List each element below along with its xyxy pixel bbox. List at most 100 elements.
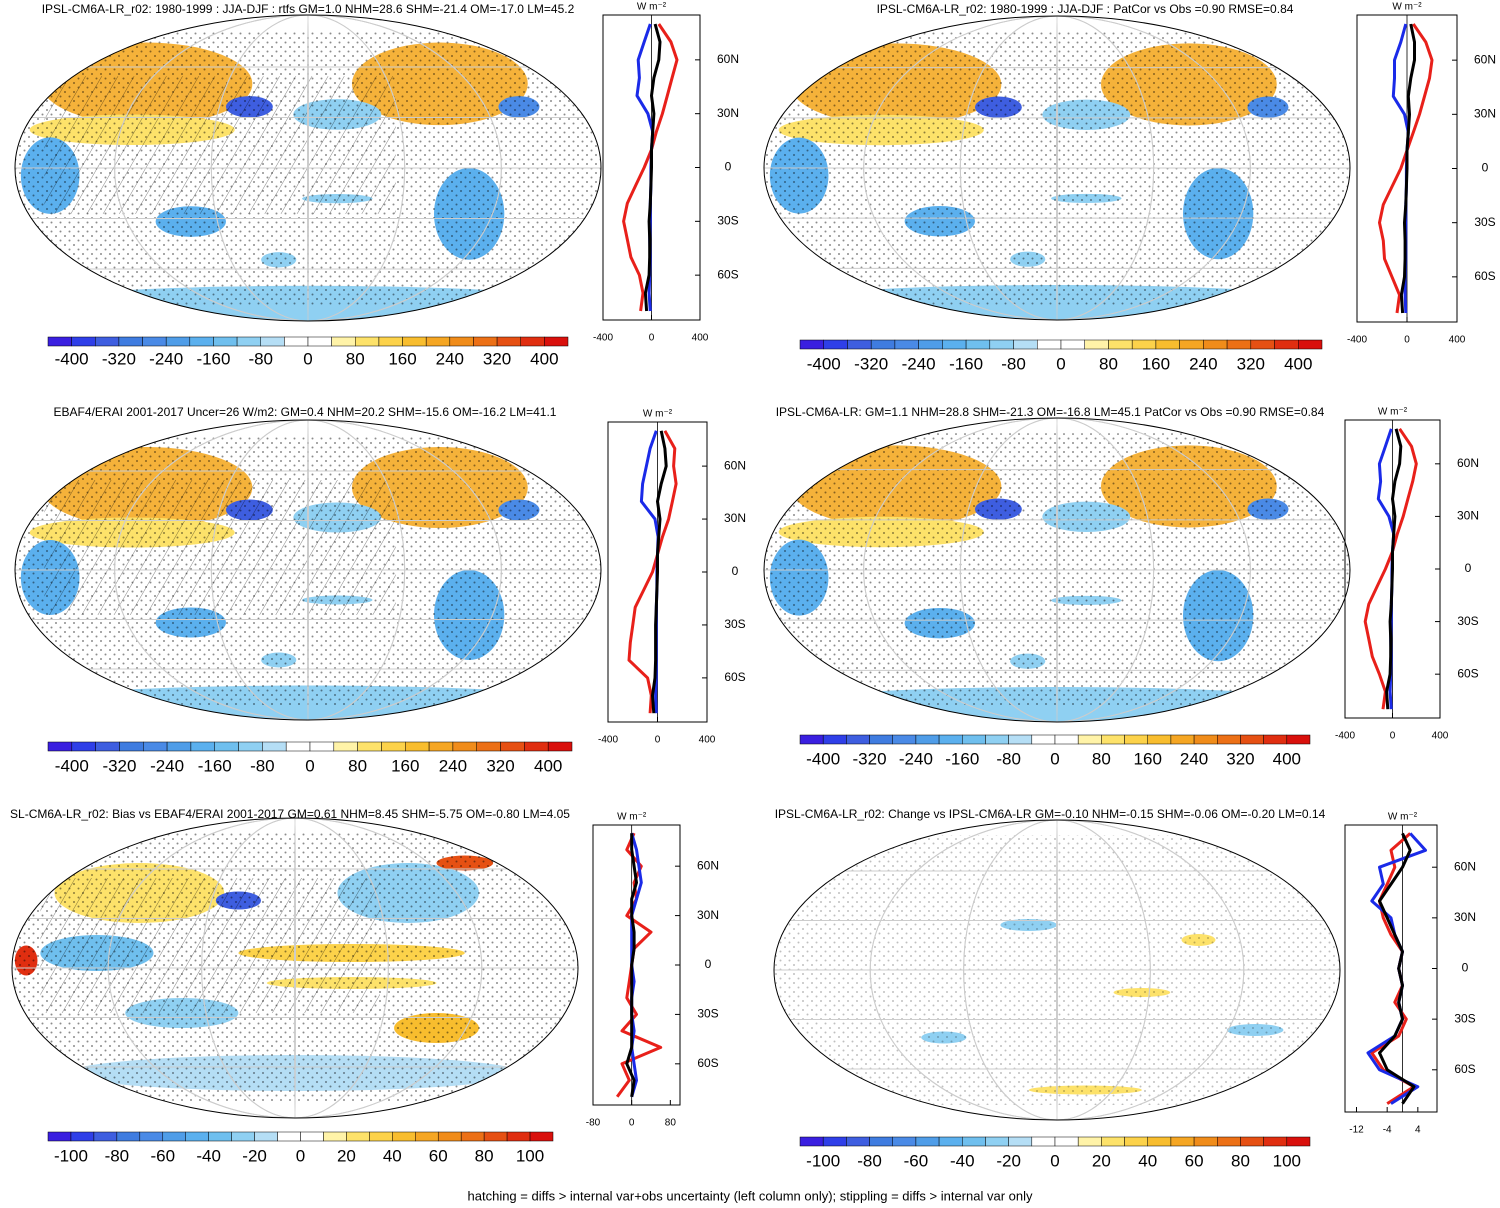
colorbar-swatch [823,339,848,350]
colorbar-label: -400 [807,354,841,373]
x-axis-label: W m⁻² [1378,407,1408,418]
colorbar-label: 80 [1099,354,1118,373]
colorbar-swatch [369,1131,393,1142]
y-tick-label: 30N [717,106,739,120]
colorbar-swatch [1124,734,1148,745]
x-tick-label: 80 [665,1118,677,1129]
colorbar-label: -320 [854,354,888,373]
panel-title: IPSL-CM6A-LR_r02: 1980-1999 : JJA-DJF : … [877,2,1294,16]
x-tick-label: -4 [1383,1125,1392,1136]
colorbar-label: 40 [383,1146,402,1165]
x-tick-label: 400 [1432,731,1449,742]
colorbar-swatch [1147,1136,1172,1147]
y-tick-label: 30S [1454,1011,1475,1025]
colorbar-swatch [1250,339,1275,350]
colorbar-swatch [357,741,382,752]
colorbar-label: -20 [242,1146,267,1165]
colorbar-label: -60 [904,1151,929,1170]
colorbar-swatch [323,1131,347,1142]
colorbar-label: -400 [55,349,89,368]
colorbar-swatch [166,741,192,752]
graticule [863,16,1251,320]
colorbar-swatch [1124,1136,1148,1147]
graticule [1056,16,1058,320]
y-tick-label: 0 [732,564,739,578]
colorbar-swatch [938,734,963,745]
zonal-mean-line [1378,832,1416,1105]
colorbar-label: 0 [305,756,314,775]
colorbar-swatch [822,734,847,745]
colorbar-swatch [1240,1136,1264,1147]
colorbar-label: -320 [102,756,136,775]
colorbar-swatch [1131,339,1157,350]
zonal-mean-line [1385,428,1403,710]
colorbar-label: -240 [902,354,936,373]
colorbar-label: 400 [1273,749,1301,768]
colorbar-swatch [47,336,72,347]
colorbar-swatch [1179,339,1204,350]
y-tick-label: 60N [724,458,746,472]
colorbar-label: -80 [1001,354,1026,373]
colorbar-swatch [190,741,215,752]
colorbar-swatch [892,1136,917,1147]
map [15,15,601,321]
colorbar-label: 20 [337,1146,356,1165]
colorbar-swatch [346,1131,370,1142]
map [774,820,1340,1120]
colorbar-label: -80 [250,756,275,775]
graticule [959,418,1155,722]
graticule [869,820,1245,1120]
colorbar-label: 240 [439,756,467,775]
colorbar-swatch [799,734,824,745]
colorbar-swatch [915,1136,940,1147]
map-outline [763,15,1351,321]
colorbar-swatch [1298,339,1323,350]
colorbar-label: -40 [196,1146,221,1165]
colorbar-label: 400 [1284,354,1312,373]
colorbar-label: -80 [996,749,1021,768]
map [15,420,601,720]
colorbar-swatch [1084,339,1109,350]
map-outline [11,817,579,1119]
zonal-mean-line [651,430,668,714]
colorbar-swatch [520,336,545,347]
colorbar-swatch [95,336,120,347]
colorbar-label: -160 [949,354,983,373]
x-tick-label: 0 [629,1118,635,1129]
x-tick-label: 0 [1404,335,1410,346]
colorbar-swatch [524,741,549,752]
colorbar-swatch [231,1131,255,1142]
colorbar-label: 240 [1180,749,1208,768]
x-axis-label: W m⁻² [1392,2,1422,13]
colorbar-swatch [189,336,214,347]
x-axis-label: W m⁻² [637,2,667,13]
y-tick-label: 30N [1457,509,1479,523]
colorbar-swatch [95,741,120,752]
y-tick-label: 30S [1457,614,1478,628]
colorbar-swatch [473,336,498,347]
colorbar-label: 80 [348,756,367,775]
colorbar-label: 240 [436,349,464,368]
colorbar-label: 80 [1092,749,1111,768]
colorbar-label: -100 [806,1151,840,1170]
colorbar-swatch [989,339,1014,350]
colorbar-label: 100 [516,1146,544,1165]
y-tick-label: 60N [1457,456,1479,470]
colorbar-label: 320 [1226,749,1254,768]
colorbar-swatch [452,741,477,752]
colorbar-label: 80 [475,1146,494,1165]
colorbar-swatch [116,1131,141,1142]
zonal-mean-line [625,833,638,1098]
colorbar-label: 400 [534,756,562,775]
colorbar-label: 80 [1231,1151,1250,1170]
colorbar-swatch [822,1136,847,1147]
zonal-mean-line [643,23,662,312]
zonal-mean-line [1399,23,1416,314]
x-axis-label: W m⁻² [617,812,647,823]
colorbar-swatch [309,741,335,752]
colorbar-label: -20 [996,1151,1021,1170]
panel-title: SL-CM6A-LR_r02: Bias vs EBAF4/ERAI 2001-… [10,807,570,821]
graticule [307,15,309,321]
colorbar-label: -100 [54,1146,88,1165]
colorbar-swatch [942,339,967,350]
